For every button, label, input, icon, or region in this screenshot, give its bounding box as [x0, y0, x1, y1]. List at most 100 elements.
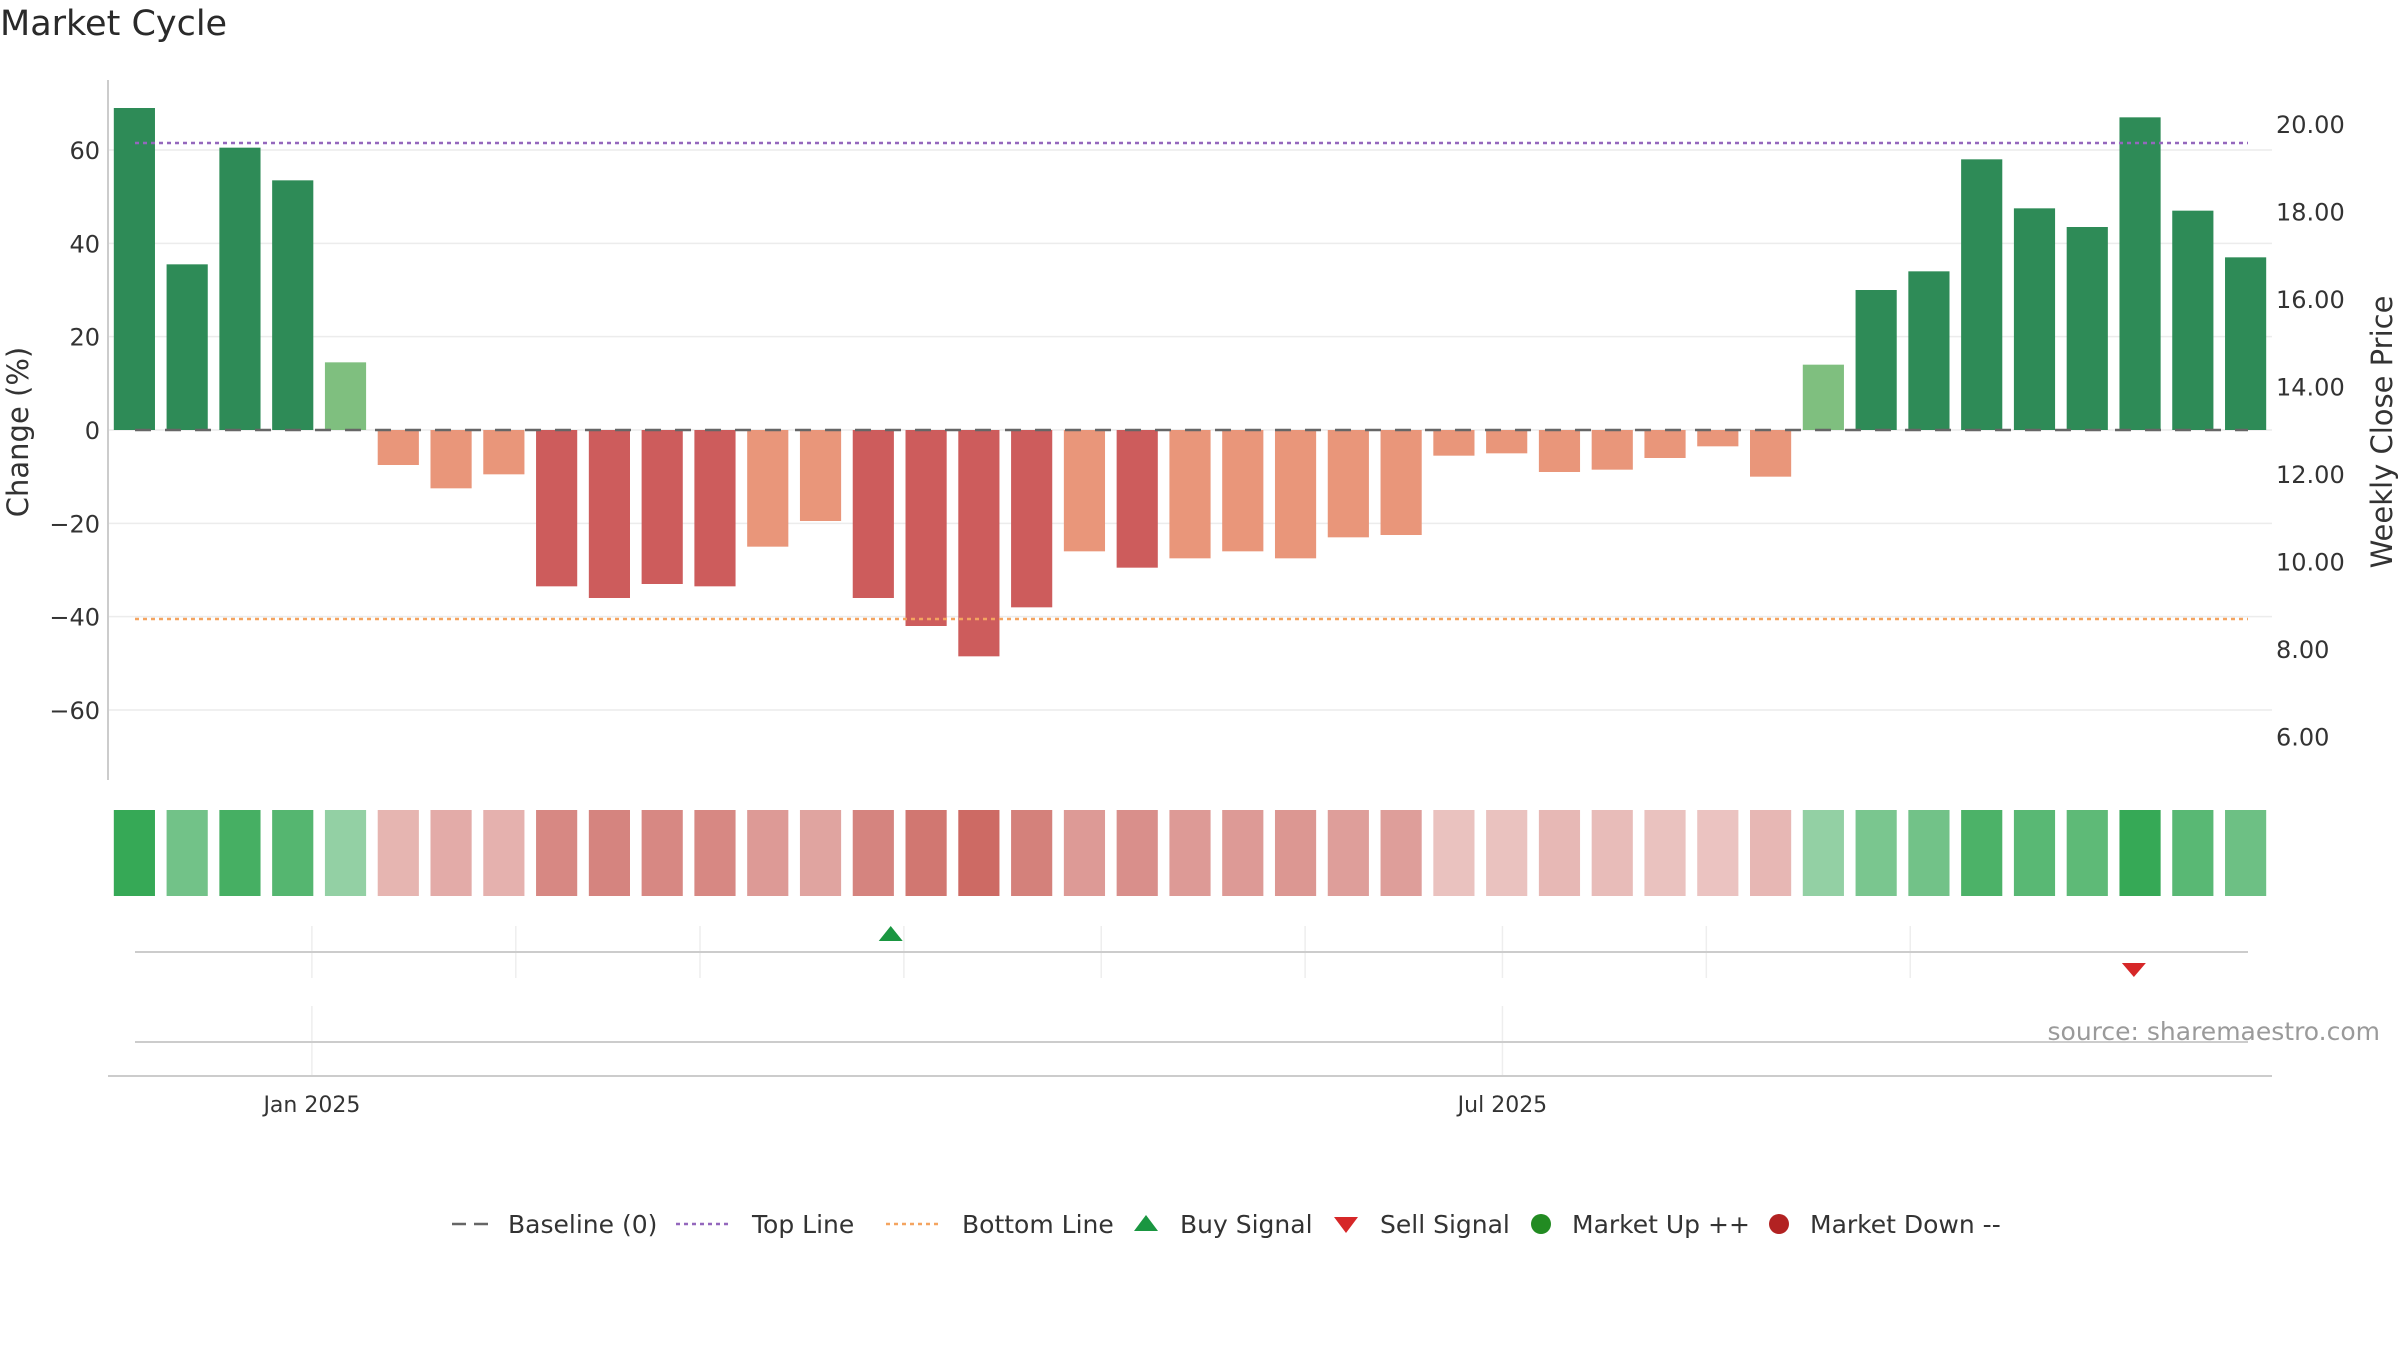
bar: [1222, 430, 1264, 552]
bar: [1169, 430, 1211, 559]
bar: [324, 362, 367, 430]
bar: [1063, 430, 1106, 552]
legend-item: Sell Signal: [1334, 1210, 1510, 1239]
market-down-icon: [1769, 1214, 1789, 1234]
heat-cell: [1644, 810, 1686, 896]
lower-strip: [108, 1006, 2272, 1077]
bar: [1486, 430, 1528, 454]
bar: [1538, 430, 1581, 472]
heat-cell: [958, 810, 1000, 896]
y-tick-label: 0: [85, 417, 100, 445]
heat-cell: [588, 810, 630, 896]
bar: [588, 430, 630, 598]
y-tick-label: −40: [49, 604, 100, 632]
heat-cell: [1433, 810, 1475, 896]
heat-cell: [219, 810, 261, 896]
heat-cell: [1169, 810, 1211, 896]
heat-cell: [377, 810, 419, 896]
heat-strip: [113, 810, 2267, 896]
bar: [219, 147, 261, 430]
y-tick-label: −20: [49, 510, 100, 538]
heat-cell: [747, 810, 789, 896]
legend: Baseline (0) Top Line Bottom Line Buy Signa…: [452, 1210, 2001, 1239]
heat-cell: [113, 810, 155, 896]
sell-signal-icon: [1334, 1217, 1358, 1233]
heat-cell: [694, 810, 736, 896]
bar: [1961, 159, 2003, 431]
heat-cell: [2066, 810, 2108, 896]
heat-cell: [1750, 810, 1792, 896]
y2-tick-label: 16.00: [2276, 286, 2345, 314]
y2-tick-label: 14.00: [2276, 373, 2345, 401]
y2-tick-label: 20.00: [2276, 111, 2345, 139]
bar: [1697, 430, 1739, 447]
y2-tick-label: 8.00: [2276, 636, 2329, 664]
bar: [1327, 430, 1369, 538]
heat-cell: [2119, 810, 2161, 896]
heat-cell: [1486, 810, 1528, 896]
heat-cell: [1116, 810, 1158, 896]
bar: [852, 430, 894, 598]
bar: [1644, 430, 1686, 458]
bar: [1855, 290, 1897, 430]
bar: [536, 430, 578, 587]
source-note: source: sharemaestro.com: [2048, 1017, 2381, 1046]
y2-tick-label: 18.00: [2276, 198, 2345, 226]
bar: [2172, 210, 2214, 430]
y2-tick-label: 12.00: [2276, 461, 2345, 489]
y-tick-label: −60: [49, 697, 100, 725]
x-axis-ticks: Jan 2025 Jul 2025: [261, 1093, 1547, 1118]
heat-cell: [536, 810, 578, 896]
heat-cell: [2013, 810, 2056, 896]
x-tick-label: Jul 2025: [1456, 1093, 1548, 1118]
bar: [1433, 430, 1475, 456]
legend-label: Market Down --: [1810, 1210, 2001, 1239]
y2-axis-ticks: 20.00 18.00 16.00 14.00 12.00 10.00 8.00 6.00: [2276, 111, 2345, 752]
bar: [1591, 430, 1633, 470]
bar: [694, 430, 736, 587]
y2-axis-title: Weekly Close Price: [2365, 296, 2399, 569]
sell-signal-marker: [2121, 963, 2146, 977]
legend-item: Top Line: [676, 1210, 854, 1239]
legend-item: Buy Signal: [1134, 1210, 1313, 1239]
market-up-icon: [1531, 1214, 1551, 1234]
heat-cell: [799, 810, 842, 896]
y-tick-label: 20: [69, 324, 100, 352]
bar: [1380, 430, 1422, 535]
heat-cell: [1697, 810, 1739, 896]
reference-lines: [135, 141, 2248, 621]
bar: [272, 180, 314, 430]
heat-cell: [272, 810, 314, 896]
bar: [958, 430, 1000, 657]
bar: [747, 430, 789, 547]
bar: [641, 430, 683, 584]
heat-cell: [2225, 810, 2267, 896]
x-tick-label: Jan 2025: [261, 1093, 360, 1118]
heat-cell: [1063, 810, 1106, 896]
legend-label: Buy Signal: [1180, 1210, 1313, 1239]
bar: [2066, 227, 2108, 430]
bar: [1011, 430, 1053, 608]
y-tick-label: 40: [69, 230, 100, 258]
heat-cell: [1222, 810, 1264, 896]
bar: [2013, 208, 2056, 430]
y-tick-label: 60: [69, 137, 100, 165]
bar: [166, 264, 208, 430]
heat-cell: [1011, 810, 1053, 896]
legend-label: Baseline (0): [508, 1210, 657, 1239]
heat-cell: [1538, 810, 1581, 896]
legend-item: Baseline (0): [452, 1210, 657, 1239]
heat-cell: [2172, 810, 2214, 896]
legend-label: Sell Signal: [1380, 1210, 1510, 1239]
legend-item: Market Down --: [1769, 1210, 2001, 1239]
chart-title: Market Cycle: [0, 4, 228, 44]
bar: [483, 430, 525, 475]
y2-tick-label: 10.00: [2276, 548, 2345, 576]
heat-cell: [1802, 810, 1844, 896]
heat-cell: [1327, 810, 1369, 896]
heat-cell: [1908, 810, 1950, 896]
heat-cell: [166, 810, 208, 896]
bar: [1908, 271, 1950, 430]
legend-label: Bottom Line: [962, 1210, 1114, 1239]
bar: [905, 430, 947, 626]
